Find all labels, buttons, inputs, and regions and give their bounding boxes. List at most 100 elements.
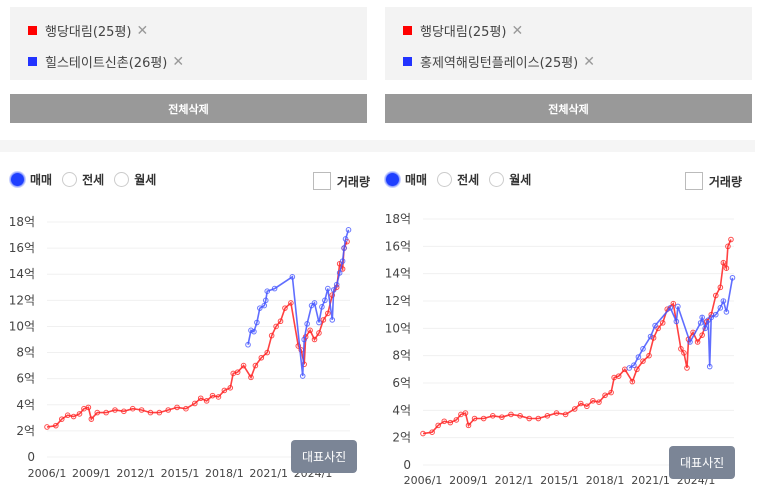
data-point <box>322 297 328 304</box>
data-point <box>215 394 222 400</box>
representative-photo-button[interactable]: 대표사진 <box>669 446 736 479</box>
data-point <box>319 304 325 310</box>
radio-unchecked-icon <box>114 172 130 187</box>
representative-photo-button[interactable]: 대표사진 <box>291 440 358 473</box>
y-tick-label: 16억 <box>10 241 35 255</box>
data-point <box>251 328 257 335</box>
y-tick-label: 14억 <box>385 267 411 281</box>
legend-label: 행당대림(25평) <box>420 25 507 40</box>
data-point <box>295 343 302 349</box>
data-point <box>336 270 343 276</box>
radio-sale[interactable]: 매매 <box>10 171 52 188</box>
selected-apartments-box: 행당대림(25평) ✕ 힐스테이트신촌(26평) ✕ <box>10 7 367 80</box>
data-point <box>325 285 331 292</box>
data-point <box>708 314 715 321</box>
y-tick-label: 16억 <box>385 239 411 253</box>
data-point <box>640 358 646 364</box>
data-point <box>517 413 523 419</box>
data-point <box>655 325 661 332</box>
data-point <box>629 378 636 385</box>
data-point <box>453 417 460 423</box>
data-point <box>725 243 731 250</box>
radio-unchecked-icon <box>489 172 505 187</box>
data-point <box>299 373 306 379</box>
x-tick-label: 2015/1 <box>540 474 579 487</box>
data-point <box>631 362 637 369</box>
data-point <box>447 419 454 426</box>
data-point <box>441 418 448 425</box>
trade-type-radio-group: 매매 전세 월세 <box>385 171 541 188</box>
remove-icon[interactable]: ✕ <box>172 53 185 70</box>
data-point <box>420 430 426 437</box>
data-point <box>258 354 265 361</box>
data-point <box>640 346 646 352</box>
radio-checked-icon <box>10 172 25 187</box>
remove-icon[interactable]: ✕ <box>136 22 149 39</box>
divider <box>375 140 755 152</box>
data-point <box>435 422 441 429</box>
radio-label: 월세 <box>134 173 157 187</box>
data-point <box>248 327 254 334</box>
data-point <box>44 424 50 430</box>
data-point <box>329 317 336 323</box>
legend-label: 행당대림(25평) <box>45 25 132 40</box>
data-point <box>245 341 251 348</box>
price-chart: 0 2억 4억 6억 8억 10억 12억 14억 16억 18억 2006/1 2009/1 2012… <box>10 215 352 480</box>
y-tick-label: 4억 <box>16 398 35 412</box>
data-point <box>301 336 307 343</box>
data-point <box>129 405 136 412</box>
data-point <box>156 409 163 416</box>
data-point <box>646 352 652 359</box>
x-tick-label: 2018/1 <box>586 474 625 487</box>
data-point <box>667 305 674 311</box>
data-point <box>596 399 602 405</box>
data-point <box>705 317 712 323</box>
remove-icon[interactable]: ✕ <box>583 53 595 70</box>
radio-jeonse[interactable]: 전세 <box>437 171 479 188</box>
radio-monthly[interactable]: 월세 <box>489 171 531 188</box>
radio-label: 매매 <box>30 173 53 187</box>
x-tick-label: 2012/1 <box>116 467 155 480</box>
data-point <box>271 285 278 292</box>
data-point <box>121 408 127 415</box>
y-tick-label: 12억 <box>385 294 411 308</box>
remove-icon[interactable]: ✕ <box>511 22 524 39</box>
data-point <box>254 319 260 326</box>
data-point <box>706 363 713 370</box>
data-point <box>209 392 216 399</box>
x-tick-label: 2021/1 <box>249 467 288 480</box>
radio-jeonse[interactable]: 전세 <box>62 171 104 188</box>
data-point <box>553 410 560 416</box>
data-point <box>717 284 724 291</box>
y-tick-label: 2억 <box>392 431 411 445</box>
radio-unchecked-icon <box>437 172 453 187</box>
selected-apartments-box: 행당대림(25평) ✕ 홍제역해링턴플레이스(25평) ✕ <box>385 7 752 80</box>
volume-checkbox[interactable]: 거래량 <box>312 172 370 190</box>
data-point <box>723 309 730 315</box>
data-point <box>316 319 322 326</box>
radio-sale[interactable]: 매매 <box>385 171 427 188</box>
data-point <box>165 407 171 413</box>
y-tick-label: 18억 <box>385 212 411 226</box>
data-point <box>577 400 584 407</box>
radio-checked-icon <box>385 172 400 187</box>
series-line-0 <box>422 239 732 435</box>
radio-monthly[interactable]: 월세 <box>114 171 156 188</box>
data-point <box>544 413 551 419</box>
y-tick-label: 10억 <box>385 321 411 335</box>
x-tick-label: 2015/1 <box>161 467 200 480</box>
volume-checkbox[interactable]: 거래량 <box>684 172 742 190</box>
data-point <box>647 333 654 340</box>
radio-label: 전세 <box>82 173 105 187</box>
clear-all-button[interactable]: 전체삭제 <box>385 94 752 123</box>
data-point <box>330 287 337 293</box>
data-point <box>339 258 346 264</box>
volume-label: 거래량 <box>336 174 370 189</box>
data-point <box>650 335 657 341</box>
data-point <box>58 416 65 422</box>
clear-all-button[interactable]: 전체삭제 <box>10 94 367 123</box>
data-point <box>307 327 313 334</box>
radio-label: 전세 <box>457 173 480 187</box>
data-point <box>694 339 701 345</box>
data-point <box>720 298 727 304</box>
